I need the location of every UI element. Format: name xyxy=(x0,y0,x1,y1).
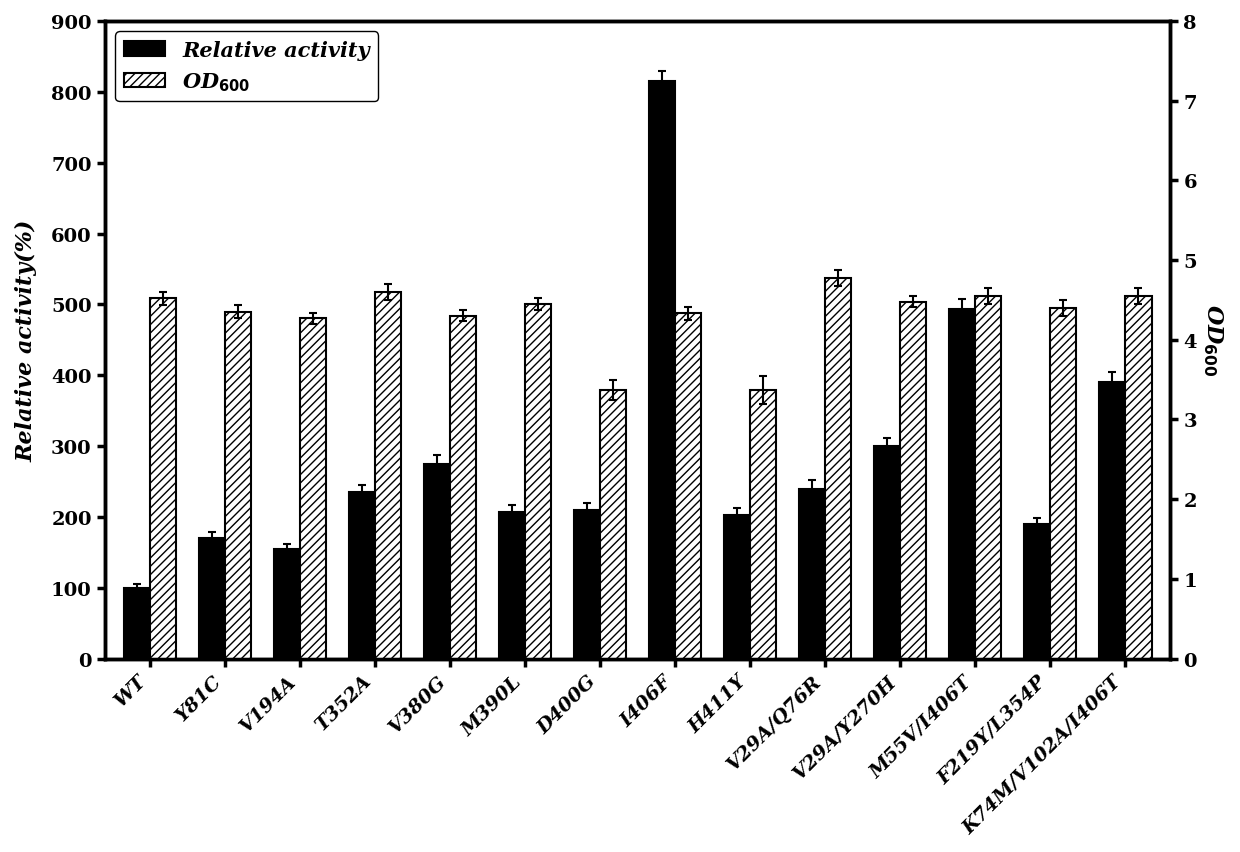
Bar xyxy=(600,390,626,659)
Bar xyxy=(124,588,150,659)
Bar xyxy=(675,314,702,659)
Bar xyxy=(1099,383,1125,659)
Bar xyxy=(1024,524,1050,659)
Bar xyxy=(274,549,300,659)
Bar xyxy=(498,512,525,659)
Bar xyxy=(150,299,176,659)
Bar xyxy=(799,489,825,659)
Bar xyxy=(825,279,852,659)
Bar xyxy=(224,313,252,659)
Bar xyxy=(348,492,374,659)
Bar xyxy=(649,82,675,659)
Bar xyxy=(975,296,1002,659)
Y-axis label: OD$_{600}$: OD$_{600}$ xyxy=(1202,304,1225,377)
Bar xyxy=(1125,296,1152,659)
Bar xyxy=(525,304,552,659)
Bar xyxy=(874,446,900,659)
Bar xyxy=(750,390,776,659)
Bar xyxy=(198,538,224,659)
Bar xyxy=(574,510,600,659)
Legend: Relative activity, OD$_{600}$: Relative activity, OD$_{600}$ xyxy=(115,32,378,102)
Bar xyxy=(724,515,750,659)
Bar xyxy=(300,319,326,659)
Bar xyxy=(949,310,975,659)
Bar xyxy=(900,302,926,659)
Bar xyxy=(374,292,402,659)
Bar xyxy=(450,316,476,659)
Bar xyxy=(424,464,450,659)
Bar xyxy=(1050,308,1076,659)
Y-axis label: Relative activity(%): Relative activity(%) xyxy=(15,219,37,461)
